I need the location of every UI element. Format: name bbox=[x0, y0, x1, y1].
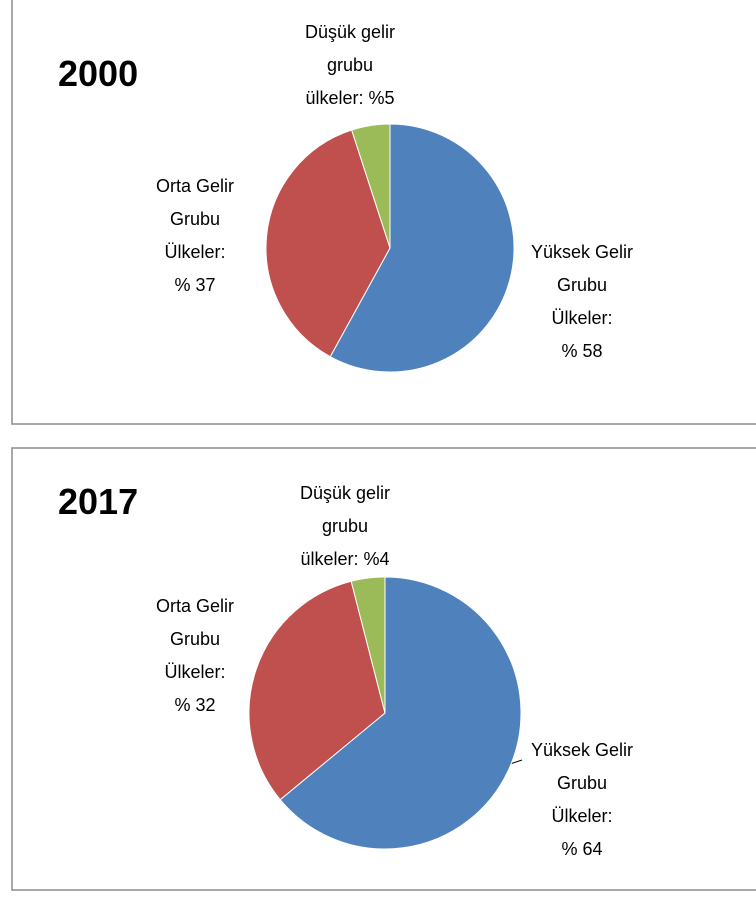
chart-frame bbox=[11, 447, 756, 891]
data-label: Yüksek Gelir Grubu Ülkeler: % 64 bbox=[530, 740, 634, 859]
pie-slice bbox=[351, 123, 391, 249]
pie-slice bbox=[265, 129, 391, 358]
chart-title: 2017 bbox=[58, 481, 139, 522]
pie-slice bbox=[329, 123, 515, 373]
leader-line bbox=[509, 759, 523, 765]
chart-frame bbox=[11, 0, 756, 425]
pie-slice bbox=[248, 580, 386, 801]
data-label: Yüksek Gelir Grubu Ülkeler: % 58 bbox=[530, 242, 634, 361]
data-label: Düşük gelir grubu ülkeler: %4 bbox=[299, 483, 391, 569]
data-label: Orta Gelir Grubu Ülkeler: % 37 bbox=[155, 176, 235, 295]
data-label: Düşük gelir grubu ülkeler: %5 bbox=[304, 22, 396, 108]
data-label: Orta Gelir Grubu Ülkeler: % 32 bbox=[155, 596, 235, 715]
pie-slice bbox=[279, 576, 522, 850]
chart-title: 2000 bbox=[58, 53, 139, 94]
pie-slice bbox=[350, 576, 386, 714]
